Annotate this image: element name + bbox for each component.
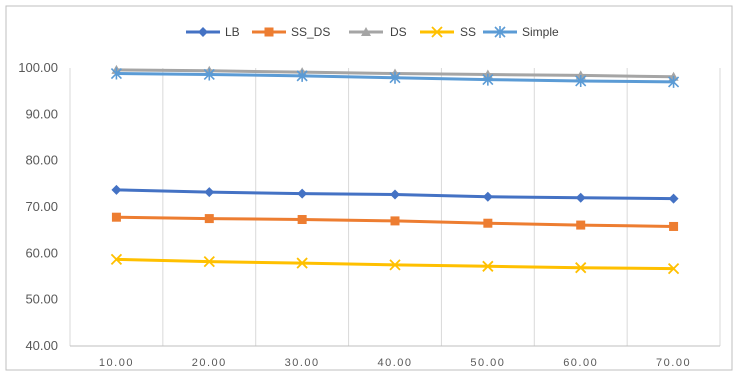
data-point bbox=[389, 71, 401, 84]
data-point bbox=[203, 256, 215, 268]
data-point bbox=[111, 184, 122, 195]
data-point bbox=[297, 188, 308, 199]
legend-item-ds: DS bbox=[349, 25, 407, 39]
legend-marker bbox=[361, 27, 371, 36]
legend-marker bbox=[264, 27, 274, 37]
series-ss bbox=[110, 253, 680, 275]
legend-label: DS bbox=[390, 25, 407, 39]
legend: LB SS_DS DS SS Simple bbox=[186, 25, 559, 39]
data-point bbox=[576, 220, 586, 230]
data-point bbox=[296, 257, 308, 269]
data-point bbox=[297, 215, 307, 225]
chart-border bbox=[5, 5, 733, 371]
x-tick-label: 30.00 bbox=[285, 357, 320, 369]
series-simple bbox=[110, 67, 680, 88]
data-point bbox=[204, 214, 214, 224]
data-point bbox=[296, 69, 308, 82]
data-point bbox=[668, 193, 679, 204]
y-tick-label: 40.00 bbox=[25, 338, 58, 353]
data-point bbox=[203, 68, 215, 81]
data-point bbox=[111, 212, 121, 222]
gridlines bbox=[69, 68, 721, 346]
x-tick-label: 70.00 bbox=[656, 357, 691, 369]
series-group bbox=[110, 64, 680, 275]
legend-marker bbox=[431, 26, 443, 38]
data-point bbox=[204, 187, 215, 198]
legend-label: LB bbox=[225, 25, 240, 39]
legend-item-ss-ds: SS_DS bbox=[252, 25, 330, 39]
x-tick-label: 50.00 bbox=[470, 357, 505, 369]
data-point bbox=[110, 67, 122, 80]
y-tick-label: 100.00 bbox=[18, 60, 58, 75]
data-point bbox=[482, 191, 493, 202]
legend-marker bbox=[198, 27, 208, 37]
data-point bbox=[667, 262, 680, 275]
data-point bbox=[668, 75, 680, 88]
data-point bbox=[483, 218, 493, 228]
legend-item-ss: SS bbox=[420, 25, 476, 39]
data-point bbox=[390, 216, 400, 226]
data-point bbox=[575, 192, 586, 203]
data-point bbox=[482, 260, 494, 272]
data-point bbox=[389, 259, 401, 271]
legend-item-simple: Simple bbox=[483, 25, 559, 39]
legend-item-lb: LB bbox=[186, 25, 240, 39]
legend-label: SS bbox=[460, 25, 476, 39]
series-ss-ds bbox=[111, 212, 679, 231]
legend-marker bbox=[494, 26, 506, 38]
x-tick-label: 10.00 bbox=[99, 357, 134, 369]
data-point bbox=[575, 262, 587, 274]
y-tick-label: 70.00 bbox=[25, 199, 58, 214]
data-point bbox=[669, 221, 679, 231]
y-tick-label: 50.00 bbox=[25, 292, 58, 307]
y-tick-label: 80.00 bbox=[25, 153, 58, 168]
y-tick-label: 60.00 bbox=[25, 245, 58, 260]
data-point bbox=[575, 74, 587, 87]
legend-label: Simple bbox=[522, 25, 559, 39]
axes: 40.00 50.00 60.00 70.00 80.00 90.00 100.00 10.0… bbox=[18, 60, 720, 369]
data-point bbox=[482, 73, 494, 86]
x-tick-label: 20.00 bbox=[192, 357, 227, 369]
x-tick-label: 60.00 bbox=[563, 357, 598, 369]
legend-label: SS_DS bbox=[291, 25, 330, 39]
data-point bbox=[110, 253, 123, 265]
data-point bbox=[390, 189, 400, 200]
data-point bbox=[575, 70, 586, 80]
y-tick-label: 90.00 bbox=[25, 106, 58, 121]
x-tick-label: 40.00 bbox=[377, 357, 412, 369]
series-lb bbox=[111, 184, 679, 204]
